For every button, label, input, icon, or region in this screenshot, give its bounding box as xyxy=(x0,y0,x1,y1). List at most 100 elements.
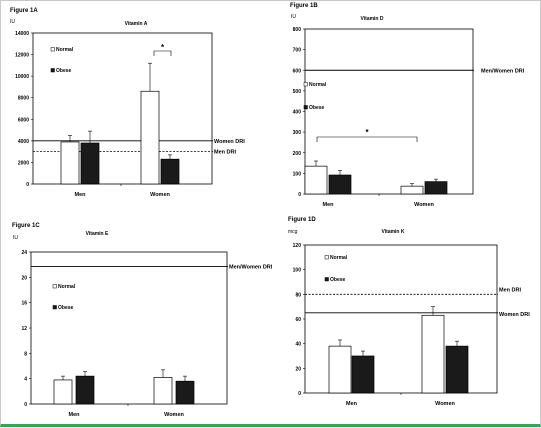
bar-obese xyxy=(445,345,469,394)
legend-swatch xyxy=(52,284,57,289)
y-tick-label: 4 xyxy=(24,377,27,383)
legend-label: Normal xyxy=(309,82,327,88)
reference-line-label: Women DRI xyxy=(214,139,245,145)
x-category-label: Men xyxy=(75,192,87,198)
y-tick-label: 100 xyxy=(293,268,302,274)
legend-swatch xyxy=(324,277,329,282)
y-tick-label: 0 xyxy=(298,391,301,397)
reference-line-label: Men/Women DRI xyxy=(481,68,525,74)
y-tick-label: 40 xyxy=(295,342,301,348)
figure-label: Figure 1D xyxy=(288,217,316,223)
reference-line-label: Men DRI xyxy=(214,150,236,156)
y-tick-label: 16 xyxy=(21,301,27,307)
x-category-label: Men xyxy=(323,202,335,208)
bar-normal xyxy=(400,185,424,195)
y-tick-label: 4000 xyxy=(18,139,29,145)
y-axis-unit: IU xyxy=(10,19,15,25)
chart-title: Vitamin E xyxy=(86,231,109,237)
legend-label: Normal xyxy=(330,255,348,261)
bar-normal xyxy=(304,165,328,195)
y-tick-label: 80 xyxy=(295,292,301,298)
legend-swatch xyxy=(303,105,308,110)
y-tick-label: 800 xyxy=(293,27,302,33)
y-axis-unit: IU xyxy=(291,14,296,20)
y-tick-label: 400 xyxy=(293,110,302,116)
x-category-label: Women xyxy=(164,412,184,418)
bar-normal xyxy=(153,377,173,405)
y-tick-label: 8000 xyxy=(18,96,29,102)
y-tick-label: 500 xyxy=(293,89,302,95)
legend-swatch xyxy=(50,47,55,52)
chart-panel-3: Figure 1C IU Vitamin E 0 4 8 12 16 20 24 Men/Women… xyxy=(12,223,273,418)
x-category-label: Men xyxy=(346,401,358,407)
bar-obese xyxy=(328,174,352,195)
significance-bracket xyxy=(153,50,172,56)
y-tick-label: 100 xyxy=(293,171,302,177)
significance-bracket xyxy=(316,136,418,142)
bar-obese xyxy=(80,142,100,185)
legend-swatch xyxy=(52,305,57,310)
bar-normal xyxy=(140,90,160,185)
bar-obese xyxy=(351,355,375,394)
bar-obese xyxy=(75,375,95,405)
legend-label: Obese xyxy=(309,105,325,111)
y-tick-label: 0 xyxy=(26,182,29,188)
y-tick-label: 8 xyxy=(24,351,27,357)
bar-normal xyxy=(421,314,445,394)
y-tick-label: 12000 xyxy=(15,53,29,59)
legend-label: Obese xyxy=(58,305,74,311)
plot-frame xyxy=(304,28,474,195)
bar-normal xyxy=(60,141,80,185)
y-tick-label: 24 xyxy=(21,250,27,256)
legend-label: Normal xyxy=(58,284,76,290)
x-category-label: Men xyxy=(69,412,81,418)
bar-obese xyxy=(424,181,448,195)
y-tick-label: 2000 xyxy=(18,160,29,166)
chart-panel-1: Figure 1A IU Vitamin A 0 2000 4000 6000 8000 100… xyxy=(10,8,245,198)
figure-label: Figure 1B xyxy=(290,3,318,9)
reference-line-label: Men/Women DRI xyxy=(229,265,273,271)
legend-swatch xyxy=(50,68,55,73)
y-tick-label: 20 xyxy=(21,275,27,281)
x-category-label: Women xyxy=(435,401,455,407)
legend-label: Obese xyxy=(56,68,72,74)
y-tick-label: 0 xyxy=(24,402,27,408)
significance-marker: * xyxy=(365,128,369,137)
bar-normal xyxy=(53,379,73,405)
chart-title: Vitamin K xyxy=(382,229,405,235)
y-tick-label: 600 xyxy=(293,68,302,74)
y-tick-label: 60 xyxy=(295,317,301,323)
legend-swatch xyxy=(324,255,329,260)
bar-obese xyxy=(160,158,180,185)
bar-obese xyxy=(175,380,195,405)
legend-label: Normal xyxy=(56,47,74,53)
y-tick-label: 200 xyxy=(293,151,302,157)
y-tick-label: 120 xyxy=(293,243,302,249)
y-tick-label: 20 xyxy=(295,366,301,372)
y-axis-unit: IU xyxy=(13,235,18,241)
chart-panel-2: Figure 1B IU Vitamin D 0 100 200 300 400 500 600 7… xyxy=(290,3,525,208)
figure-label: Figure 1C xyxy=(12,223,40,229)
figure-label: Figure 1A xyxy=(10,8,38,14)
y-tick-label: 700 xyxy=(293,48,302,54)
x-category-label: Women xyxy=(414,202,434,208)
y-axis-unit: mcg xyxy=(288,229,298,235)
y-tick-label: 0 xyxy=(298,192,301,198)
chart-panel-4: Figure 1D mcg Vitamin K 0 20 40 60 80 100 120 Men … xyxy=(288,217,530,407)
x-category-label: Women xyxy=(150,192,170,198)
legend-swatch xyxy=(303,82,308,87)
y-tick-label: 300 xyxy=(293,130,302,136)
y-tick-label: 10000 xyxy=(15,74,29,80)
chart-title: Vitamin D xyxy=(361,16,384,22)
significance-marker: * xyxy=(161,43,165,52)
legend-label: Obese xyxy=(330,277,346,283)
bar-normal xyxy=(328,345,352,394)
y-tick-label: 6000 xyxy=(18,117,29,123)
chart-title: Vitamin A xyxy=(125,21,148,27)
y-tick-label: 12 xyxy=(21,326,27,332)
reference-line-label: Women DRI xyxy=(499,312,530,318)
y-tick-label: 14000 xyxy=(15,31,29,37)
plot-frame xyxy=(32,32,213,185)
